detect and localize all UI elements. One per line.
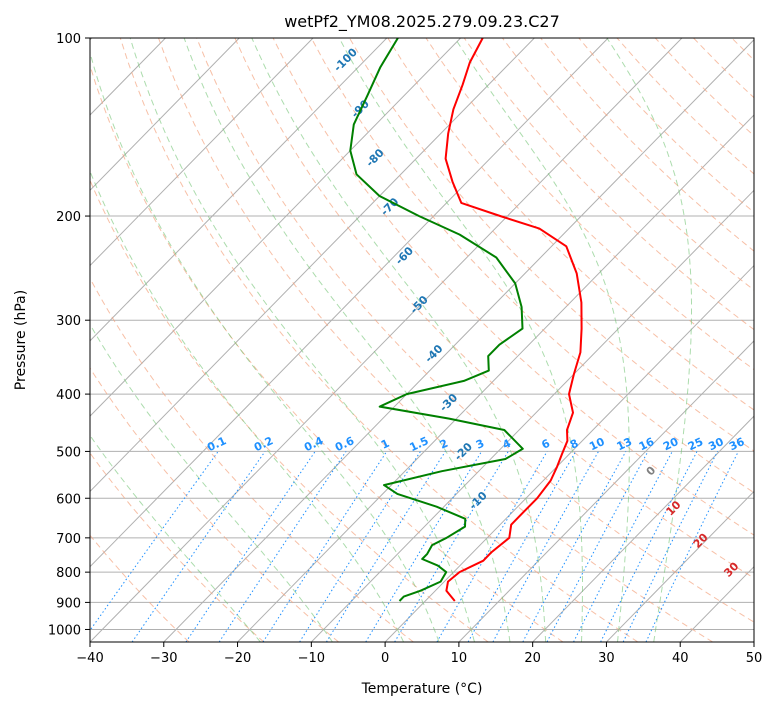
moist-adiabat-line: [183, 38, 511, 642]
y-axis-label: Pressure (hPa): [13, 290, 29, 390]
moist-adiabat-line: [251, 38, 547, 642]
y-tick-label: 600: [56, 492, 81, 507]
y-tick-label: 800: [56, 566, 81, 581]
isotherm-line: [237, 114, 754, 642]
y-tick-label: 200: [56, 210, 81, 225]
mixing-ratio-label: 30: [706, 435, 726, 453]
moist-adiabat-line: [90, 323, 333, 642]
x-tick-label: 0: [381, 651, 389, 666]
mixing-ratio-line: [185, 451, 316, 642]
dry-adiabat-line: [90, 179, 489, 642]
x-tick-label: 40: [672, 651, 689, 666]
moist-adiabat-line: [90, 169, 405, 642]
isotherm-line: [90, 38, 609, 568]
mixing-ratio-line: [90, 451, 219, 632]
dry-adiabat-line: [310, 38, 754, 494]
moist-adiabat-line: [90, 50, 440, 642]
y-tick-label: 700: [56, 532, 81, 547]
isotherm-line: [163, 39, 754, 642]
x-tick-label: −20: [224, 651, 251, 666]
y-tick-label: 100: [56, 32, 81, 47]
mixing-ratio-line: [622, 451, 719, 642]
x-axis-label: Temperature (°C): [361, 681, 483, 697]
mixing-ratio-label: 16: [637, 435, 657, 453]
dry-adiabat-line: [90, 64, 564, 642]
isotherm-line: [458, 340, 754, 642]
x-tick-label: 30: [598, 651, 615, 666]
mixing-ratio-line: [131, 451, 266, 642]
dry-adiabat-line: [349, 38, 754, 452]
mixing-ratio-line: [492, 451, 599, 642]
mixing-ratio-line: [365, 451, 483, 642]
x-tick-label: 20: [524, 651, 541, 666]
isotherm-line: [310, 189, 754, 642]
mixing-ratio-line: [325, 451, 446, 642]
isotherm-line: [606, 490, 754, 642]
y-tick-label: 1000: [48, 623, 81, 638]
isotherm-line: [90, 38, 314, 267]
mixing-ratio-label: 25: [686, 435, 705, 453]
axis-ticks: −40 −30 −20 −10 0 10 20 30 40 50 100 200 300 400 500 60…: [48, 32, 762, 666]
isotherm-line: [90, 38, 461, 417]
dewpoint-profile-line: [349, 38, 524, 602]
y-tick-label: 400: [56, 388, 81, 403]
isotherm-line: [90, 38, 240, 192]
mixing-ratio-line: [218, 451, 347, 642]
y-tick-label: 500: [56, 445, 81, 460]
dry-adiabat-line: [119, 38, 639, 642]
y-tick-label: 300: [56, 314, 81, 329]
x-tick-label: −30: [150, 651, 177, 666]
mixing-ratio-line: [600, 451, 698, 642]
moist-adiabat-line: [606, 38, 692, 642]
temperature-profile-line: [444, 38, 583, 602]
plot-frame: [89, 37, 755, 643]
dry-adiabat-line: [387, 38, 754, 411]
isotherm-line: [532, 415, 754, 642]
y-tick-label: 900: [56, 596, 81, 611]
dry-adiabat-line: [90, 367, 339, 642]
mixing-ratio-line: [467, 451, 577, 642]
mixing-ratio-label: 13: [615, 435, 634, 453]
x-tick-label: 10: [451, 651, 468, 666]
moist-adiabat-line: [454, 38, 630, 642]
mixing-ratio-label: 36: [727, 435, 747, 453]
isotherm-line: [90, 38, 388, 342]
dry-adiabat-line: [272, 38, 754, 536]
mixing-ratio-label: 20: [661, 435, 681, 453]
mixing-ratio-line: [299, 451, 421, 642]
mixing-ratio-label: 10: [587, 435, 607, 453]
chart-title: wetPf2_YM08.2025.279.09.23.C27: [284, 12, 560, 32]
dry-adiabat-line: [234, 38, 754, 579]
mixing-ratio-line: [262, 451, 388, 642]
moist-adiabat-line: [129, 38, 475, 642]
isotherm-line: [384, 264, 754, 642]
dry-adiabat-line: [196, 38, 754, 623]
x-tick-label: 50: [746, 651, 763, 666]
isotherm-line: [90, 38, 683, 642]
isotherm-line: [90, 38, 535, 493]
mixing-ratio-line: [522, 451, 627, 642]
x-tick-label: −40: [76, 651, 103, 666]
moist-adiabat-line: [90, 434, 261, 642]
x-tick-label: −10: [298, 651, 325, 666]
dry-adiabat-line: [90, 452, 265, 642]
dry-adiabat-line: [90, 277, 414, 642]
